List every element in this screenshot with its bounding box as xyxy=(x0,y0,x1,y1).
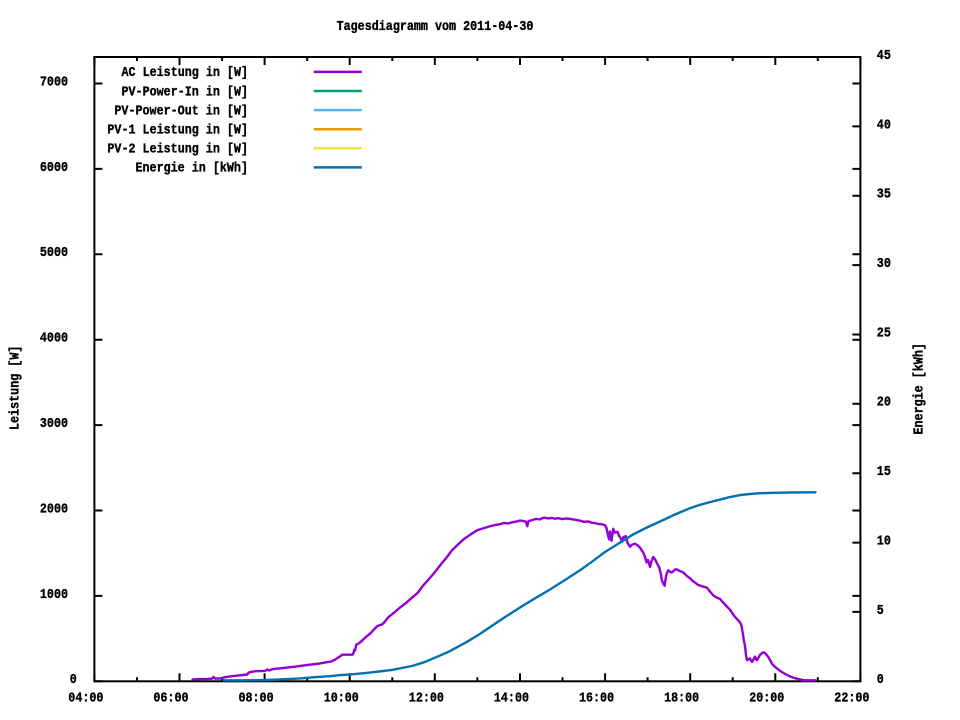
svg-text:0: 0 xyxy=(877,673,884,688)
svg-text:06:00: 06:00 xyxy=(153,692,188,707)
svg-text:PV-Power-Out in [W]: PV-Power-Out in [W] xyxy=(114,104,248,119)
svg-text:40: 40 xyxy=(877,118,891,133)
svg-text:18:00: 18:00 xyxy=(664,692,699,707)
svg-text:30: 30 xyxy=(877,257,891,272)
svg-text:45: 45 xyxy=(877,49,891,64)
svg-text:35: 35 xyxy=(877,188,891,203)
svg-text:1000: 1000 xyxy=(40,588,68,603)
svg-text:3000: 3000 xyxy=(40,417,68,432)
svg-text:12:00: 12:00 xyxy=(409,692,444,707)
svg-text:16:00: 16:00 xyxy=(579,692,614,707)
svg-text:7000: 7000 xyxy=(40,75,68,90)
svg-text:04:00: 04:00 xyxy=(68,692,103,707)
svg-text:15: 15 xyxy=(877,465,891,480)
svg-text:10:00: 10:00 xyxy=(324,692,359,707)
svg-text:10: 10 xyxy=(877,535,891,550)
svg-text:Leistung [W]: Leistung [W] xyxy=(8,346,23,430)
svg-text:25: 25 xyxy=(877,326,891,341)
svg-text:22:00: 22:00 xyxy=(834,692,869,707)
svg-text:2000: 2000 xyxy=(40,502,68,517)
svg-text:4000: 4000 xyxy=(40,332,68,347)
svg-text:Energie [kWh]: Energie [kWh] xyxy=(912,343,927,434)
svg-text:20:00: 20:00 xyxy=(749,692,784,707)
svg-text:08:00: 08:00 xyxy=(239,692,274,707)
svg-text:6000: 6000 xyxy=(40,161,68,176)
svg-text:Energie in [kWh]: Energie in [kWh] xyxy=(136,162,249,177)
svg-text:5000: 5000 xyxy=(40,246,68,261)
svg-text:PV-2 Leistung in [W]: PV-2 Leistung in [W] xyxy=(107,143,248,158)
svg-text:Tagesdiagramm vom 2011-04-30: Tagesdiagramm vom 2011-04-30 xyxy=(337,20,534,35)
svg-text:PV-1 Leistung in [W]: PV-1 Leistung in [W] xyxy=(107,124,248,139)
svg-text:20: 20 xyxy=(877,396,891,411)
svg-text:0: 0 xyxy=(70,673,77,688)
svg-text:5: 5 xyxy=(877,604,884,619)
svg-text:PV-Power-In in [W]: PV-Power-In in [W] xyxy=(122,85,249,100)
svg-text:AC Leistung in [W]: AC Leistung in [W] xyxy=(122,66,249,81)
svg-text:14:00: 14:00 xyxy=(494,692,529,707)
